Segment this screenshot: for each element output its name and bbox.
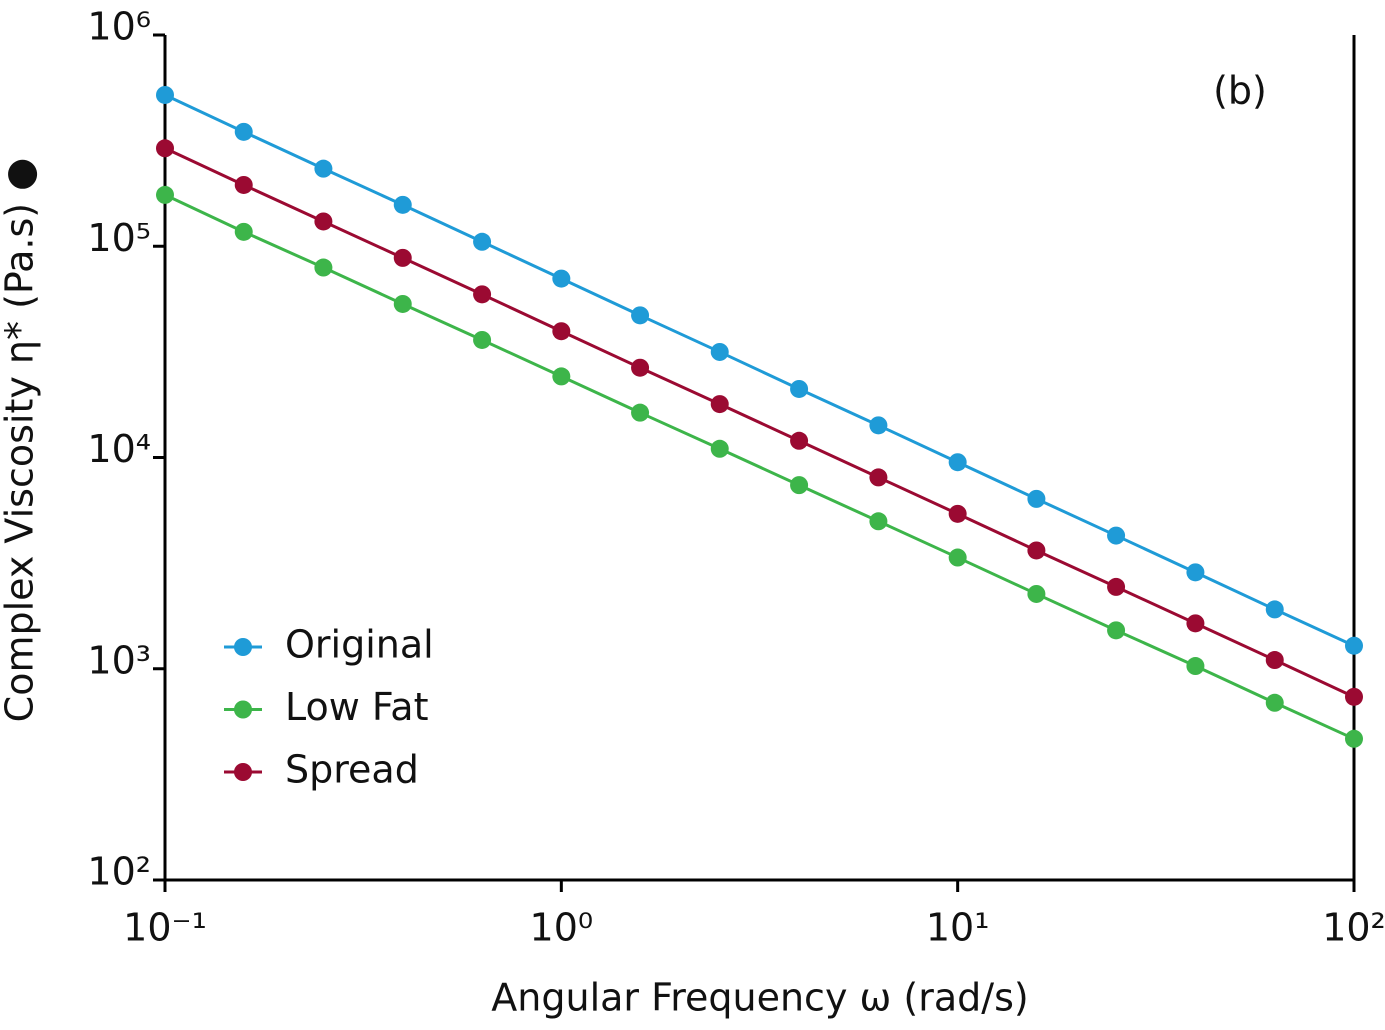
data-point (869, 512, 888, 531)
data-point (631, 403, 650, 422)
series-line (164, 193, 1355, 741)
legend-label: Low Fat (285, 685, 428, 729)
y-tick-label: 10⁴ (87, 427, 151, 471)
x-tick-label: 10⁻¹ (123, 906, 207, 950)
data-point (156, 139, 174, 158)
data-point (1265, 600, 1284, 619)
data-point (710, 395, 729, 414)
data-point (790, 379, 809, 398)
legend-marker (234, 763, 252, 781)
data-point (1265, 693, 1284, 712)
legend-marker (234, 638, 252, 656)
data-point (1345, 687, 1363, 706)
data-point (234, 222, 253, 241)
data-point (1186, 563, 1205, 582)
data-point (948, 453, 967, 472)
data-point (156, 85, 174, 104)
series-line (164, 93, 1355, 648)
data-point (710, 439, 729, 458)
data-point (314, 159, 333, 178)
data-point (393, 294, 412, 313)
x-tick-label: 10² (1322, 906, 1385, 950)
y-tick-label: 10⁵ (87, 216, 151, 260)
legend-label: Spread (285, 748, 419, 792)
data-point (314, 258, 333, 277)
data-point (1186, 614, 1205, 633)
data-point (1265, 651, 1284, 670)
x-axis-label: Angular Frequency ω (rad/s) (491, 976, 1028, 1020)
x-tick-label: 10¹ (926, 906, 990, 950)
y-axis-label: Complex Viscosity η* (Pa.s) ● (0, 158, 42, 723)
data-point (1345, 729, 1363, 748)
data-point (790, 476, 809, 495)
data-point (1027, 541, 1046, 560)
data-point (314, 212, 333, 231)
y-tick-label: 10⁶ (87, 5, 151, 49)
data-point (948, 504, 967, 523)
data-point (1027, 489, 1046, 508)
data-point (1027, 584, 1046, 603)
data-point (552, 322, 571, 341)
data-point (869, 468, 888, 487)
data-point (552, 367, 571, 386)
series-line (164, 146, 1355, 699)
legend-label: Original (285, 623, 434, 667)
y-tick-label: 10² (87, 850, 151, 894)
data-point (156, 185, 174, 204)
data-point (473, 330, 492, 349)
data-point (552, 269, 571, 288)
data-point (393, 195, 412, 214)
data-point (473, 232, 492, 251)
data-point (234, 175, 253, 194)
y-tick-label: 10³ (87, 638, 151, 682)
data-point (710, 342, 729, 361)
data-point (234, 122, 253, 141)
data-point (1107, 621, 1126, 640)
data-point (1107, 526, 1126, 545)
data-point (790, 431, 809, 450)
data-point (948, 548, 967, 567)
data-point (1345, 636, 1363, 655)
data-point (869, 416, 888, 435)
data-point (473, 285, 492, 304)
annotation: (b) (1213, 69, 1267, 113)
data-point (1186, 657, 1205, 676)
data-point (393, 248, 412, 267)
legend-marker (234, 700, 252, 719)
data-point (1107, 577, 1126, 596)
data-point (631, 358, 650, 377)
data-point (631, 306, 650, 325)
x-tick-label: 10⁰ (530, 906, 594, 950)
